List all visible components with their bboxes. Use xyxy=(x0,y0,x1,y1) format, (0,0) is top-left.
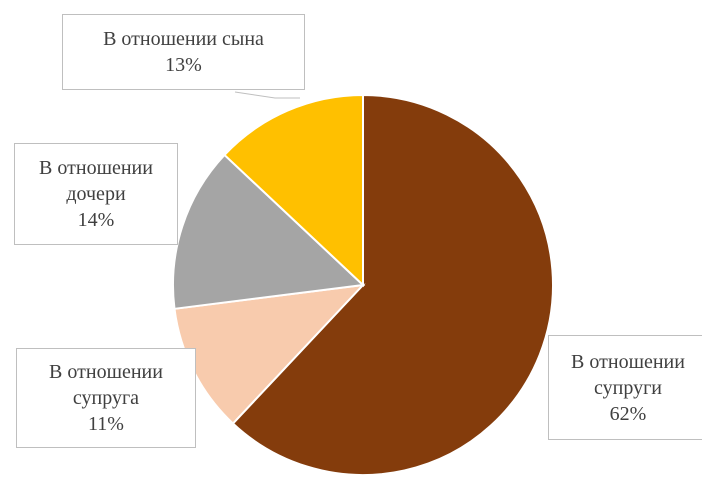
data-label: В отношении дочери 14% xyxy=(14,143,178,245)
data-label: В отношении сына 13% xyxy=(62,14,305,90)
label-category: В отношении дочери xyxy=(39,157,153,205)
label-category: В отношении супруга xyxy=(49,361,163,409)
label-value: 62% xyxy=(609,402,647,425)
pie-slice xyxy=(223,93,364,288)
data-label: В отношении супруга 11% xyxy=(16,348,196,448)
label-value: 13% xyxy=(165,54,202,76)
label-value: 14% xyxy=(77,209,115,231)
label-category: В отношении сына xyxy=(103,28,264,50)
label-category: В отношении супруги xyxy=(571,350,685,399)
label-value: 11% xyxy=(88,413,124,435)
leader-line xyxy=(234,91,300,99)
pie-slice xyxy=(172,153,366,310)
pie-slice xyxy=(231,93,554,476)
data-label: В отношении супруги 62% xyxy=(548,335,702,440)
